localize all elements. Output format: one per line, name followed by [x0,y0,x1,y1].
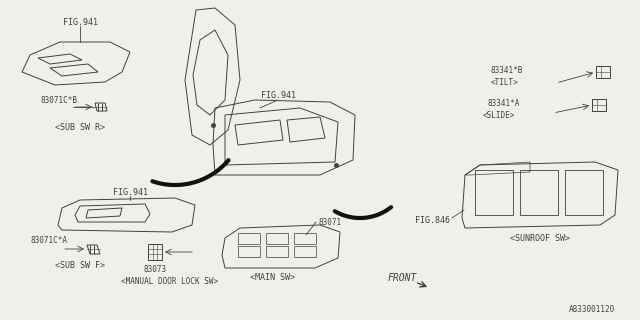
Text: FIG.941: FIG.941 [260,91,296,100]
Text: FIG.941: FIG.941 [113,188,147,196]
Text: 83341*B: 83341*B [491,66,523,75]
Text: A833001120: A833001120 [569,306,615,315]
Text: 83071C*A: 83071C*A [30,236,67,244]
Text: FIG.941: FIG.941 [63,18,97,27]
Text: <MANUAL DOOR LOCK SW>: <MANUAL DOOR LOCK SW> [122,277,219,286]
Text: <SUB SW F>: <SUB SW F> [55,261,105,270]
Text: 83071: 83071 [318,218,341,227]
Text: <MAIN SW>: <MAIN SW> [250,274,294,283]
Text: <SUB SW R>: <SUB SW R> [55,123,105,132]
Text: <SLIDE>: <SLIDE> [483,110,515,119]
Text: 83073: 83073 [143,266,166,275]
Text: <SUNROOF SW>: <SUNROOF SW> [510,234,570,243]
Text: <TILT>: <TILT> [490,77,518,86]
Text: 83341*A: 83341*A [488,99,520,108]
Text: FIG.846: FIG.846 [415,215,450,225]
Text: 83071C*B: 83071C*B [40,95,77,105]
Text: FRONT: FRONT [388,273,417,283]
